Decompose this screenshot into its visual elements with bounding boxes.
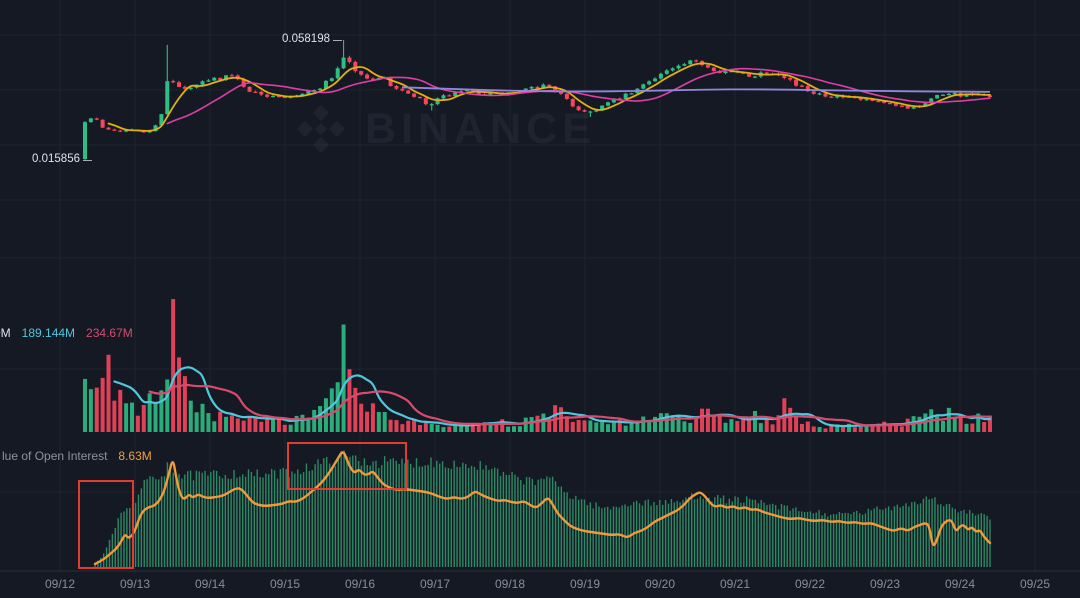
oi-title-label: lue of Open Interest xyxy=(2,449,108,463)
price-high-dash xyxy=(333,40,342,41)
annotation-rect[interactable] xyxy=(78,480,134,569)
x-axis-label: 09/12 xyxy=(44,577,76,591)
x-axis-label: 09/15 xyxy=(269,577,301,591)
x-axis-label: 09/21 xyxy=(719,577,751,591)
x-axis-label: 09/16 xyxy=(344,577,376,591)
oi-legend: lue of Open Interest 8.63M xyxy=(2,449,152,463)
x-axis-label: 09/24 xyxy=(944,577,976,591)
price-high-label: 0.058198 xyxy=(282,33,330,45)
x-axis-label: 09/25 xyxy=(1019,577,1051,591)
x-axis[interactable]: 09/12 09/13 09/14 09/15 09/16 09/17 09/18 09/19… xyxy=(0,571,1080,598)
x-axis-label: 09/14 xyxy=(194,577,226,591)
x-axis-label: 09/18 xyxy=(494,577,526,591)
price-candles xyxy=(83,40,992,160)
ma-fast-line xyxy=(107,62,991,132)
price-low-dash xyxy=(83,160,92,161)
x-axis-label: 09/20 xyxy=(644,577,676,591)
annotation-rect[interactable] xyxy=(287,442,407,490)
x-axis-label: 09/22 xyxy=(794,577,826,591)
volume-ma-slow-value: 234.67M xyxy=(86,326,133,340)
volume-bars xyxy=(83,299,992,432)
oi-bars xyxy=(94,450,991,567)
oi-line xyxy=(93,451,992,566)
volume-ma-fast-line xyxy=(113,366,992,428)
ma-mid-line xyxy=(166,67,991,125)
oi-value-label: 8.63M xyxy=(118,449,152,463)
annotation-rects[interactable] xyxy=(78,442,407,569)
price-low-label: 0.015856 xyxy=(32,153,80,165)
volume-legend: 9M 189.144M 234.67M xyxy=(0,326,133,340)
volume-ma-fast-value: 189.144M xyxy=(21,326,76,340)
ma-slow-line xyxy=(401,86,991,93)
x-axis-label: 09/17 xyxy=(419,577,451,591)
x-axis-label: 09/19 xyxy=(569,577,601,591)
x-axis-label: 09/23 xyxy=(869,577,901,591)
volume-ma-slow-line xyxy=(148,383,992,427)
x-axis-label: 09/13 xyxy=(119,577,151,591)
volume-value-label: 9M xyxy=(0,326,11,340)
